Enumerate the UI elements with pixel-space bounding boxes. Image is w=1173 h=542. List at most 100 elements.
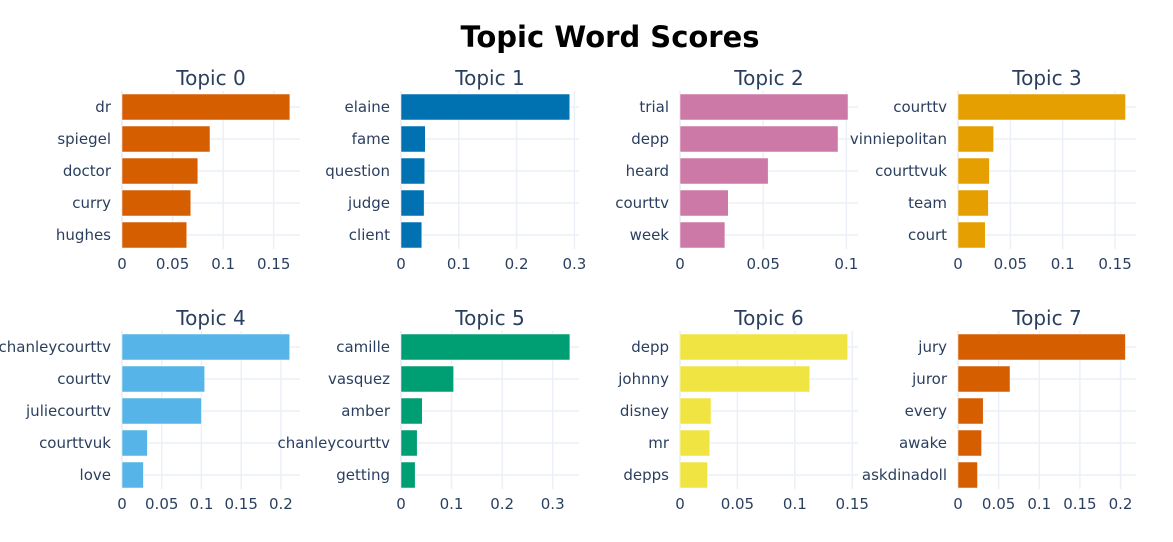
panel-title: Topic 7 [1011, 306, 1081, 330]
category-label: mr [648, 434, 670, 452]
x-tick-label: 0 [396, 495, 406, 513]
x-tick-label: 0.2 [505, 255, 529, 273]
bar-love [121, 461, 144, 489]
bar-johnny [679, 365, 811, 393]
category-label: elaine [345, 98, 391, 116]
category-label: spiegel [57, 130, 111, 148]
category-label: fame [352, 130, 390, 148]
panel-title: Topic 4 [175, 306, 245, 330]
bar-camille [400, 333, 571, 361]
bar-court [957, 221, 986, 249]
x-tick-label: 0 [953, 255, 963, 273]
category-label: depp [631, 130, 669, 148]
category-label: amber [341, 402, 391, 420]
category-label: heard [626, 162, 669, 180]
x-tick-label: 0 [117, 255, 127, 273]
x-tick-label: 0.2 [1109, 495, 1133, 513]
bar-depp [679, 333, 848, 361]
bar-courttvuk [957, 157, 990, 185]
x-tick-label: 0 [675, 495, 685, 513]
bar-courttvuk [121, 429, 148, 457]
panel-topic-7: Topic 7 0 0.05 0.1 0.15 0.2 jury juror every awak… [862, 306, 1136, 513]
x-tick-label: 0.1 [211, 255, 235, 273]
x-tick-label: 0.1 [1027, 495, 1051, 513]
x-tick-label: 0.3 [541, 495, 565, 513]
bar-getting [400, 461, 416, 489]
x-tick-label: 0.15 [1098, 255, 1131, 273]
category-label: hughes [56, 226, 111, 244]
x-tick-label: 0 [675, 255, 685, 273]
category-label: depp [631, 338, 669, 356]
bar-team [957, 189, 989, 217]
x-tick-label: 0.1 [447, 255, 471, 273]
bar-juror [957, 365, 1011, 393]
category-label: courttvuk [875, 162, 947, 180]
panel-topic-0: Topic 0 0 0.05 0.1 0.15 dr spiegel doctor curry h… [56, 66, 300, 273]
category-label: judge [347, 194, 390, 212]
panel-title: Topic 1 [454, 66, 524, 90]
category-label: depps [623, 466, 669, 484]
category-label: trial [639, 98, 669, 116]
category-label: vasquez [328, 370, 390, 388]
bar-courttv [957, 93, 1126, 121]
x-tick-label: 0.05 [994, 255, 1027, 273]
bar-vasquez [400, 365, 454, 393]
category-label: camille [336, 338, 390, 356]
bar-mr [679, 429, 711, 457]
x-tick-label: 0.3 [562, 255, 586, 273]
x-tick-label: 0 [953, 495, 963, 513]
category-label: love [80, 466, 111, 484]
bar-spiegel [121, 125, 211, 153]
panel-title: Topic 6 [733, 306, 803, 330]
category-label: awake [899, 434, 947, 452]
category-label: courttvuk [39, 434, 111, 452]
x-tick-label: 0.15 [836, 495, 869, 513]
bar-fame [400, 125, 426, 153]
category-label: disney [620, 402, 669, 420]
bar-courttv [121, 365, 205, 393]
panel-title: Topic 2 [733, 66, 803, 90]
bar-curry [121, 189, 192, 217]
bar-judge [400, 189, 425, 217]
bar-juliecourttv [121, 397, 202, 425]
x-tick-label: 0.05 [156, 255, 189, 273]
panel-topic-5: Topic 5 0 0.1 0.2 0.3 camille vasquez amber chan… [278, 306, 579, 513]
category-label: chanleycourttv [278, 434, 391, 452]
bar-askdinadoll [957, 461, 978, 489]
x-tick-label: 0.1 [834, 255, 858, 273]
panel-topic-3: Topic 3 0 0.05 0.1 0.15 courttv vinniepolitan c… [850, 66, 1136, 273]
x-tick-label: 0.1 [440, 495, 464, 513]
bar-week [679, 221, 726, 249]
bar-hughes [121, 221, 187, 249]
x-tick-label: 0.15 [257, 255, 290, 273]
bar-dr [121, 93, 291, 121]
panel-topic-2: Topic 2 0 0.05 0.1 trial depp heard courttv week [615, 66, 858, 273]
bar-elaine [400, 93, 571, 121]
bar-chanleycourttv [400, 429, 418, 457]
x-tick-label: 0.05 [746, 255, 779, 273]
panel-title: Topic 3 [1011, 66, 1081, 90]
bar-disney [679, 397, 712, 425]
bar-vinniepolitan [957, 125, 994, 153]
category-label: vinniepolitan [850, 130, 947, 148]
bar-awake [957, 429, 982, 457]
chart-title: Topic Word Scores [460, 20, 759, 54]
x-tick-label: 0.05 [982, 495, 1015, 513]
bar-courttv [679, 189, 729, 217]
bar-amber [400, 397, 423, 425]
bar-depp [679, 125, 839, 153]
category-label: client [349, 226, 390, 244]
category-label: dr [95, 98, 112, 116]
category-label: court [908, 226, 947, 244]
category-label: week [630, 226, 670, 244]
x-tick-label: 0.15 [224, 495, 257, 513]
panel-topic-4: Topic 4 0 0.05 0.1 0.15 0.2 chanleycourttv cour… [0, 306, 300, 513]
x-tick-label: 0 [396, 255, 406, 273]
x-tick-label: 0 [117, 495, 127, 513]
category-label: courttv [57, 370, 111, 388]
category-label: juror [911, 370, 948, 388]
x-tick-label: 0.15 [1063, 495, 1096, 513]
bar-every [957, 397, 984, 425]
